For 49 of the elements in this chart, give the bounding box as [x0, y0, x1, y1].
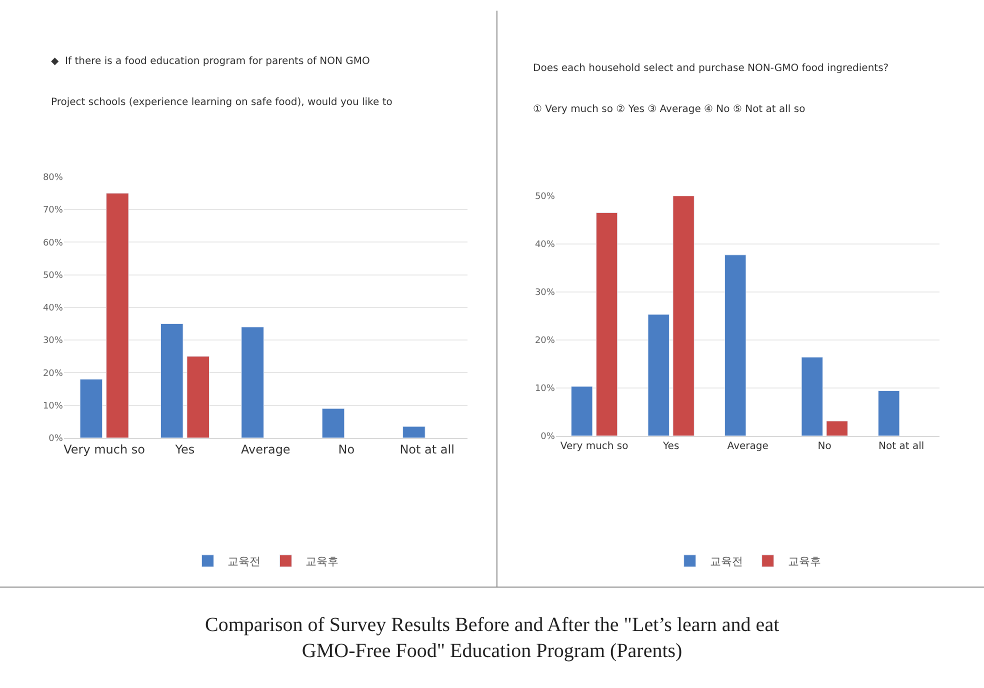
y-tick-label: 0% [540, 432, 556, 442]
y-tick-label: 10% [42, 401, 64, 412]
bar [648, 314, 670, 436]
y-tick-label: 40% [42, 304, 64, 314]
x-tick-label: Average [727, 440, 768, 452]
y-tick-label: 70% [42, 206, 64, 216]
x-tick-label: No [818, 440, 832, 452]
y-tick-label: 30% [42, 336, 64, 346]
y-tick-label: 10% [534, 384, 556, 394]
x-tick-label: No [338, 442, 355, 456]
x-tick-label: Very much so [560, 440, 628, 452]
x-tick-label: Very much so [64, 442, 146, 456]
x-tick-label: Average [241, 442, 290, 456]
bar [571, 386, 593, 436]
bar [402, 426, 426, 438]
x-tick-label: Not at all [400, 442, 454, 456]
bar [160, 323, 184, 438]
y-tick-label: 40% [534, 240, 556, 250]
bar [241, 326, 264, 438]
chart-title: Does each household select and purchase NON-GMO food ingredients? [533, 63, 889, 74]
text: Comparison of Survey Results Before and After the "Let’s learn and eat GMO-Free Food" Education Program (Parents) [205, 614, 780, 662]
legend-label: 교육전 [228, 555, 261, 568]
y-tick-label: 20% [42, 368, 64, 379]
chart-subtitle: Project schools (experience learning on safe food), would you like to [51, 97, 392, 108]
chart-title: ◆ If there is a food education program for parents of NON GMO [51, 56, 370, 67]
y-tick-label: 20% [534, 336, 556, 346]
legend-label: 교육후 [306, 555, 339, 568]
bar [724, 254, 746, 436]
bar [801, 356, 823, 436]
bar [106, 192, 129, 438]
bar [80, 378, 103, 438]
x-tick-label: Not at all [878, 440, 924, 452]
bar [878, 390, 900, 436]
bar [596, 212, 618, 436]
bar [322, 408, 345, 438]
y-tick-label: 30% [534, 288, 556, 298]
bar [186, 356, 210, 438]
y-tick-label: 50% [42, 270, 64, 281]
y-tick-label: 50% [534, 192, 556, 202]
x-tick-label: Yes [662, 440, 680, 452]
bar [826, 420, 848, 436]
legend-label: 교육전 [710, 555, 743, 568]
legend-label: 교육후 [788, 555, 821, 568]
x-tick-label: Yes [174, 442, 195, 456]
y-tick-label: 0% [48, 434, 64, 444]
y-tick-label: 60% [42, 238, 64, 248]
bar [672, 196, 694, 436]
y-tick-label: 80% [42, 173, 64, 184]
chart-subtitle: ① Very much so ② Yes ③ Average ④ No ⑤ Not at all so [533, 104, 806, 115]
